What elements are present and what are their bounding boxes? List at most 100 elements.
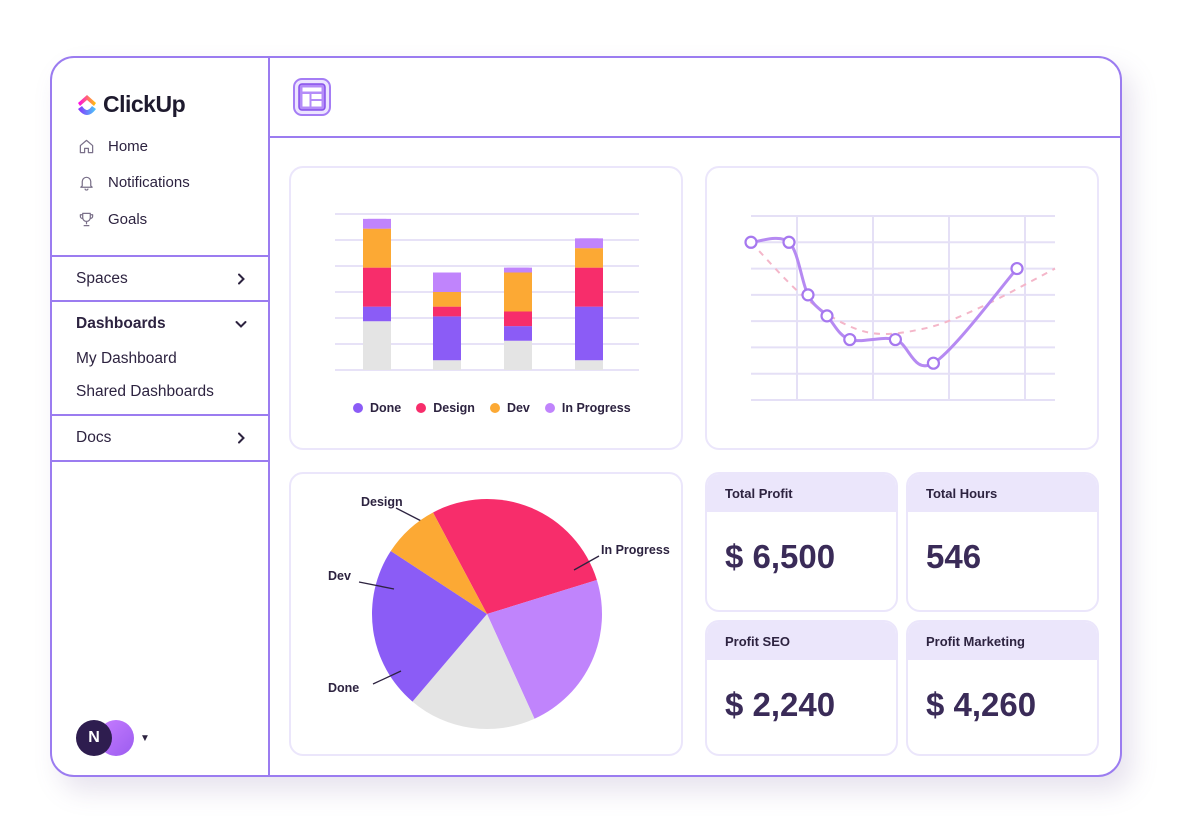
bar-segment [433, 306, 461, 317]
sidebar-section-spaces: Spaces [52, 255, 268, 301]
legend-dot [353, 403, 363, 413]
bar-segment [504, 272, 532, 312]
trophy-icon [79, 212, 94, 227]
spaces-label: Spaces [76, 270, 128, 287]
sidebar-item-shared-dashboards[interactable]: Shared Dashboards [76, 383, 214, 400]
pie-slice [372, 551, 487, 702]
pie-chart: Design In Progress Done Dev [328, 495, 670, 729]
line-point [926, 356, 940, 370]
bar-cap [575, 238, 603, 249]
legend-dot [489, 403, 500, 413]
chevron-down-icon [235, 321, 247, 328]
legend-item-dev: Dev [489, 401, 530, 415]
sidebar-item-label: Goals [108, 211, 148, 228]
avatar: N [76, 720, 112, 756]
line-chart [744, 215, 1056, 401]
bell-icon [80, 176, 93, 191]
app-window: ClickUp Home Notifications Goals Spaces … [50, 56, 1122, 777]
line-point [801, 288, 815, 302]
bar-chart-legend: Done Design Dev In Progress [353, 401, 631, 415]
stat-card-profit-marketing: Profit Marketing $ 4,260 [906, 620, 1099, 756]
stat-card-total-profit: Total Profit $ 6,500 [705, 472, 898, 612]
line-point [782, 235, 796, 249]
caret-down-icon: ▼ [140, 732, 150, 744]
clickup-logo[interactable]: ClickUp [76, 91, 186, 118]
bar-segment [575, 267, 603, 307]
sidebar-item-goals[interactable]: Goals [78, 211, 147, 228]
dashboards-header[interactable]: Dashboards [52, 302, 268, 346]
legend-label: Design [433, 401, 475, 415]
pie-label: Design [361, 495, 403, 509]
line-point [888, 332, 902, 347]
chevron-right-icon [238, 273, 245, 285]
pie-label: In Progress [601, 543, 670, 557]
pie-chart-card: Design In Progress Done Dev [289, 472, 683, 756]
sidebar-item-home[interactable]: Home [78, 138, 148, 155]
line-chart-card [705, 166, 1099, 450]
bar-segment [363, 306, 391, 322]
sidebar-item-label: Home [108, 138, 149, 155]
bar-segment [363, 321, 391, 370]
bar-chart-card: Done Design Dev In Progress [289, 166, 683, 450]
line-point [744, 235, 758, 249]
stat-value: $ 2,240 [725, 686, 836, 723]
legend-label: In Progress [561, 401, 631, 415]
clickup-logo-icon [78, 94, 96, 115]
stat-card-profit-seo: Profit SEO $ 2,240 [705, 620, 898, 756]
pie-slice [390, 512, 487, 614]
stat-value: 546 [926, 538, 982, 575]
legend-item-design: Design [416, 401, 475, 415]
bar-segment [575, 306, 603, 361]
bar-cap [504, 267, 532, 273]
legend-item-done: Done [353, 401, 401, 415]
pie-label: Dev [328, 569, 351, 583]
pie-leader-line [573, 555, 600, 571]
sidebar-section-dashboards: Dashboards My Dashboard Shared Dashboard… [52, 300, 268, 408]
legend-item-in-progress: In Progress [544, 401, 631, 415]
bar-cap [433, 272, 461, 283]
line-point [1010, 261, 1024, 276]
bar-segment [433, 316, 461, 361]
legend-dot [544, 403, 555, 413]
stat-title: Total Profit [707, 474, 896, 512]
stacked-bar-chart [335, 213, 639, 371]
logo-text: ClickUp [103, 91, 186, 117]
spaces-header[interactable]: Spaces [52, 257, 268, 301]
dashboard-icon[interactable] [293, 78, 331, 116]
bar-segment [433, 360, 461, 370]
docs-header[interactable]: Docs [52, 416, 268, 460]
legend-label: Dev [506, 401, 530, 415]
bar-cap [363, 218, 391, 229]
pie-leader-line [372, 670, 402, 685]
sidebar-section-docs: Docs [52, 414, 268, 462]
bar-segment [363, 228, 391, 268]
stat-value: $ 4,260 [926, 686, 1037, 723]
bar-segment [575, 248, 603, 268]
pie-slice [412, 614, 535, 729]
legend-label: Done [370, 401, 402, 415]
bar-segment [575, 360, 603, 370]
bar-segment [504, 311, 532, 327]
docs-label: Docs [76, 429, 112, 446]
stat-title: Profit SEO [707, 622, 896, 660]
stat-value: $ 6,500 [725, 538, 836, 575]
pie-slice [487, 579, 602, 719]
sidebar-item-notifications[interactable]: Notifications [78, 174, 190, 191]
bar-segment [504, 340, 532, 370]
sidebar: ClickUp Home Notifications Goals Spaces … [52, 58, 270, 775]
bar-segment [433, 292, 461, 307]
sidebar-item-my-dashboard[interactable]: My Dashboard [76, 350, 177, 367]
home-icon [79, 139, 94, 154]
stat-card-total-hours: Total Hours 546 [906, 472, 1099, 612]
topbar [270, 58, 1120, 138]
line-point [843, 332, 857, 347]
pie-label: Done [328, 681, 359, 695]
user-menu[interactable]: N ▼ [76, 720, 150, 756]
stat-title: Total Hours [908, 474, 1097, 512]
chevron-right-icon [238, 432, 245, 444]
pie-slice [433, 499, 597, 614]
stat-title: Profit Marketing [908, 622, 1097, 660]
bar-segment [504, 326, 532, 341]
dashboards-label: Dashboards [76, 315, 166, 332]
pie-leader-line [358, 581, 395, 590]
